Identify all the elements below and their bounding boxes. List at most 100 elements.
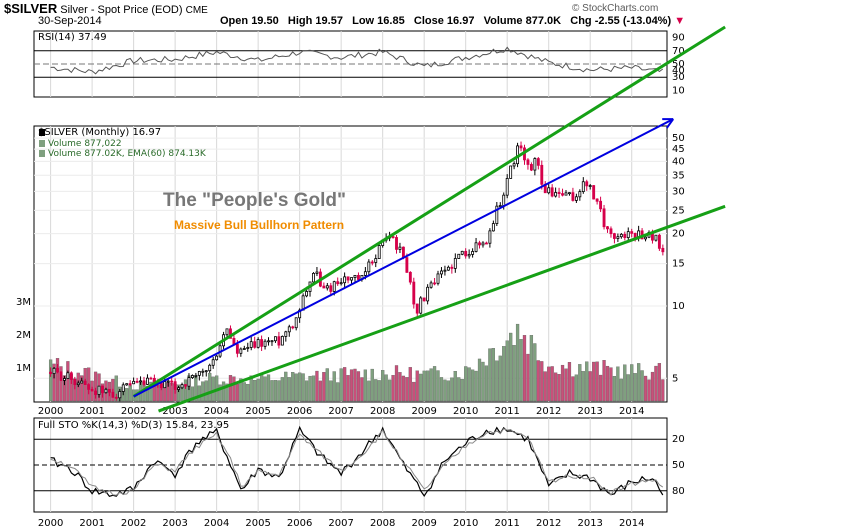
volume-bar — [470, 369, 475, 402]
open-value: 19.50 — [251, 15, 279, 27]
volume-bar — [557, 374, 561, 402]
volume-bar — [291, 372, 295, 402]
candle-body — [208, 364, 212, 372]
volume-bar — [481, 361, 485, 402]
candle-body — [564, 192, 568, 196]
price-tick-label: 25 — [672, 205, 685, 216]
candle-body — [56, 367, 59, 373]
volume-bar — [318, 380, 323, 402]
candle-body — [644, 236, 647, 240]
candle-body — [547, 187, 551, 194]
candle-body — [630, 231, 634, 234]
volume-bar — [48, 359, 53, 402]
volume-bar — [464, 366, 468, 402]
candle-body — [557, 192, 561, 194]
volume-bar — [571, 376, 575, 402]
annotation-title: The "People's Gold" — [163, 190, 346, 211]
volume-bar — [329, 380, 333, 402]
volume-bar — [619, 378, 623, 402]
volume-bar — [647, 379, 651, 402]
x-tick-label: 2011 — [494, 518, 519, 529]
volume-bar — [443, 379, 447, 402]
close-value: 16.97 — [446, 15, 475, 27]
candle-body — [346, 276, 350, 281]
volume-bar — [630, 364, 634, 402]
candle-body — [256, 339, 260, 348]
candle-body — [377, 245, 381, 259]
candle-body — [190, 375, 194, 378]
volume-bar — [553, 372, 558, 402]
volume-bar — [633, 373, 637, 402]
candle-body — [481, 242, 485, 246]
volume-bar — [273, 380, 278, 402]
candle-body — [312, 272, 315, 283]
candle-body — [69, 372, 73, 380]
candle-body — [184, 384, 187, 387]
x-tick-label: 2014 — [619, 518, 644, 529]
candle-body — [173, 381, 177, 390]
volume-bar — [609, 367, 613, 402]
candle-body — [325, 285, 329, 289]
volume-bar — [515, 323, 520, 402]
volume-bar — [640, 370, 644, 402]
volume-tick-label: 2M — [16, 330, 31, 341]
volume-bar — [367, 380, 371, 402]
legend-volume: Volume 877,022 — [48, 139, 122, 149]
candle-body — [322, 285, 326, 289]
x-tick-label: 2004 — [204, 406, 229, 417]
volume-bar — [128, 385, 132, 402]
volume-tick-label: 3M — [16, 297, 31, 308]
volume-bar — [197, 385, 201, 402]
candle-body — [111, 391, 115, 398]
candle-body — [73, 379, 77, 386]
x-tick-label: 2012 — [536, 406, 561, 417]
legend-swatch-ema — [39, 150, 45, 157]
volume-bar — [235, 383, 240, 402]
header-date: 30-Sep-2014 — [38, 15, 102, 27]
candle-body — [90, 388, 94, 392]
volume-bar — [432, 366, 437, 402]
candle-body — [225, 328, 229, 336]
volume-bar — [626, 374, 630, 402]
candle-body — [578, 191, 582, 198]
candle-body — [419, 297, 423, 314]
candle-body — [495, 205, 499, 224]
candle-body — [329, 285, 333, 292]
volume-bar — [426, 370, 430, 402]
candle-body — [395, 237, 398, 250]
x-tick-label: 2008 — [370, 406, 395, 417]
x-tick-label: 2001 — [79, 518, 104, 529]
candle-body — [94, 390, 98, 395]
candle-body — [274, 336, 277, 342]
candle-body — [446, 266, 450, 271]
volume-bar — [353, 368, 357, 402]
candle-body — [152, 377, 156, 383]
volume-bar — [398, 372, 402, 402]
volume-bar — [311, 375, 316, 402]
volume-bar — [356, 371, 361, 402]
candle-body — [270, 340, 274, 343]
down-arrow-icon: ▼ — [674, 15, 686, 27]
volume-bar — [654, 365, 658, 402]
volume-bar — [263, 376, 267, 402]
candle-body — [498, 205, 502, 207]
candle-body — [370, 261, 374, 264]
volume-bar — [59, 366, 63, 402]
x-tick-label: 2013 — [577, 406, 602, 417]
candle-body — [422, 297, 426, 302]
volume-bar — [374, 379, 378, 402]
volume-bar — [547, 366, 551, 402]
candle-body — [606, 226, 609, 230]
volume-bar — [519, 339, 523, 402]
candle-body — [177, 387, 181, 390]
candle-body — [201, 370, 205, 373]
volume-bar — [405, 377, 409, 402]
volume-bar — [298, 372, 302, 402]
candle-body — [502, 194, 506, 206]
candle-body — [401, 246, 405, 259]
volume-bar — [585, 361, 589, 402]
candle-body — [305, 291, 309, 297]
x-tick-label: 2005 — [245, 406, 270, 417]
x-tick-label: 2002 — [121, 518, 146, 529]
x-tick-label: 2007 — [328, 406, 353, 417]
